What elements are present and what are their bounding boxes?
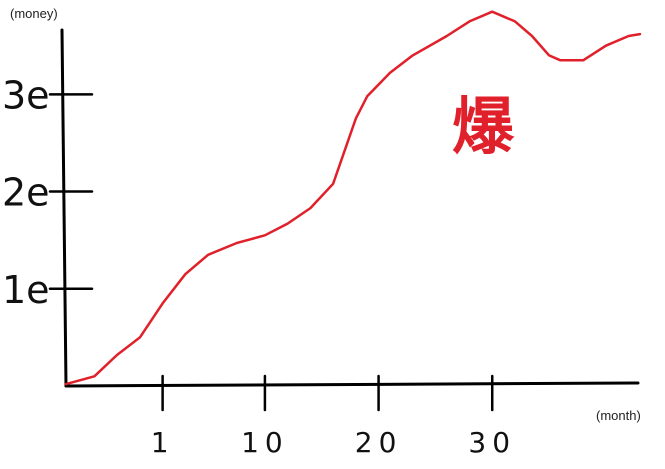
series-group (64, 10, 642, 386)
series-line (64, 10, 642, 386)
annotation-text: 爆 (452, 90, 515, 163)
x-tick-label: 30 (468, 426, 516, 459)
x-axis-line (64, 381, 640, 388)
x-axis-title: (month) (596, 408, 641, 423)
y-tick-label: 1e (2, 268, 50, 312)
x-tick-label: 10 (241, 426, 289, 459)
y-axis-line (60, 28, 68, 388)
y-tick-label: 3e (2, 73, 50, 117)
y-axis-title: (money) (10, 6, 58, 21)
y-axis-ticks: 1e 2e 3e (2, 73, 94, 312)
y-tick-label: 2e (2, 171, 50, 215)
x-tick-label: 20 (355, 426, 403, 459)
x-tick-label: 1 (151, 426, 175, 459)
x-axis-ticks: 1 10 20 30 (151, 374, 516, 459)
